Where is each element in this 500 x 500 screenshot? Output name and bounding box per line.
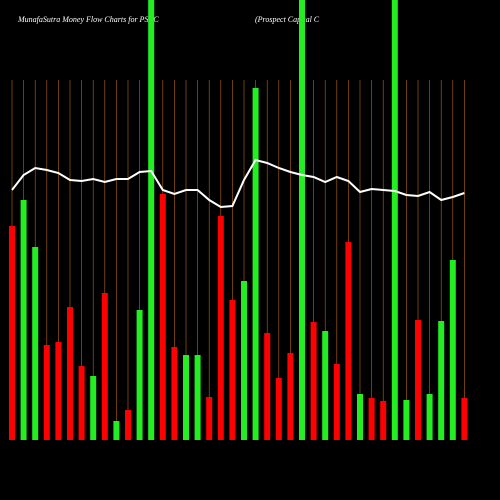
bar: [136, 310, 143, 440]
bar: [380, 401, 387, 440]
bar: [403, 400, 410, 440]
bar: [32, 247, 39, 440]
bar: [310, 322, 317, 440]
bar: [449, 260, 456, 440]
bar: [159, 194, 166, 440]
bar: [67, 307, 73, 440]
bar: [113, 421, 120, 440]
bar: [299, 0, 305, 440]
chart-title: MunafaSutra Money Flow Charts for PSEC: [17, 15, 159, 24]
bar: [391, 0, 398, 440]
bar: [229, 300, 236, 440]
bar: [252, 88, 259, 440]
bar: [43, 345, 50, 440]
bar: [333, 364, 340, 440]
bar: [415, 320, 421, 440]
bar: [101, 293, 108, 440]
bar: [217, 216, 224, 440]
bar: [194, 355, 201, 440]
bar: [275, 378, 282, 440]
bar: [171, 347, 178, 440]
bar: [461, 398, 468, 440]
bar: [20, 200, 27, 440]
chart-subtitle: (Prospect Capital C: [255, 15, 320, 24]
bar: [125, 410, 131, 440]
bar: [183, 355, 189, 440]
bar: [90, 376, 97, 440]
bar: [264, 333, 271, 440]
bar: [345, 242, 352, 440]
bar: [9, 226, 15, 440]
bar: [322, 331, 329, 440]
bar: [368, 398, 375, 440]
bar: [241, 281, 247, 440]
bar: [438, 321, 445, 440]
bar: [148, 0, 155, 440]
bar: [206, 397, 213, 440]
bar: [78, 366, 85, 440]
money-flow-line: [11, 158, 465, 209]
bar: [426, 394, 433, 440]
bar: [55, 342, 62, 440]
bar: [357, 394, 363, 440]
bar: [287, 353, 294, 440]
